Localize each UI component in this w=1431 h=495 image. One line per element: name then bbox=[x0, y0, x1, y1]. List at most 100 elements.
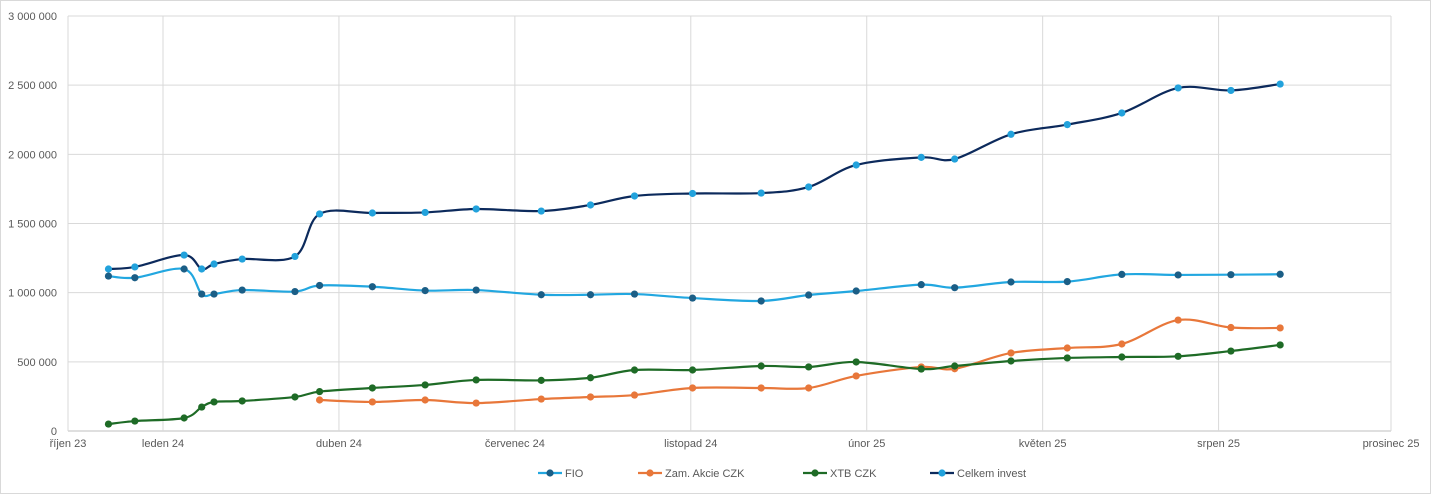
data-point bbox=[368, 398, 376, 406]
data-point bbox=[180, 251, 188, 259]
data-point bbox=[805, 363, 813, 371]
series-lines bbox=[104, 80, 1284, 428]
x-tick-label: červenec 24 bbox=[485, 438, 545, 450]
data-point bbox=[630, 290, 639, 298]
data-point bbox=[368, 283, 376, 291]
data-point bbox=[315, 387, 324, 396]
data-point bbox=[917, 153, 925, 161]
data-point bbox=[852, 287, 860, 295]
legend-marker-icon bbox=[546, 469, 554, 477]
data-point bbox=[1227, 86, 1235, 95]
data-point bbox=[1118, 340, 1126, 348]
series-celkem-invest bbox=[104, 80, 1284, 273]
data-point bbox=[1227, 323, 1235, 332]
data-point bbox=[805, 183, 813, 191]
data-point bbox=[805, 384, 813, 392]
data-point bbox=[757, 189, 765, 197]
data-point bbox=[198, 403, 206, 411]
data-point bbox=[852, 161, 860, 169]
data-point bbox=[1276, 80, 1284, 88]
x-tick-label: srpen 25 bbox=[1197, 438, 1240, 450]
data-point bbox=[917, 281, 925, 289]
data-point bbox=[537, 207, 545, 215]
data-point bbox=[1174, 271, 1182, 279]
data-point bbox=[421, 286, 429, 295]
x-tick-label: listopad 24 bbox=[664, 438, 717, 450]
data-point bbox=[1063, 354, 1071, 362]
data-point bbox=[210, 260, 218, 268]
legend-marker-icon bbox=[646, 469, 654, 477]
data-point bbox=[537, 395, 545, 403]
data-point bbox=[180, 265, 188, 273]
series-line bbox=[108, 82, 1281, 271]
data-point bbox=[210, 398, 218, 406]
data-point bbox=[852, 358, 860, 366]
data-point bbox=[688, 189, 697, 198]
data-point bbox=[630, 391, 639, 399]
legend-label: FIO bbox=[565, 468, 584, 480]
x-tick-label: duben 24 bbox=[316, 438, 362, 450]
data-point bbox=[1276, 324, 1284, 332]
data-point bbox=[472, 205, 480, 213]
legend-item: Zam. Akcie CZK bbox=[638, 468, 745, 480]
data-point bbox=[805, 291, 813, 299]
data-point bbox=[1007, 349, 1015, 357]
data-point bbox=[1063, 278, 1071, 286]
data-point bbox=[291, 252, 299, 261]
legend-label: Zam. Akcie CZK bbox=[665, 468, 745, 480]
data-point bbox=[1118, 353, 1126, 361]
data-point bbox=[180, 414, 188, 422]
series-xtb-czk bbox=[104, 341, 1284, 428]
x-tick-label: květen 25 bbox=[1019, 438, 1067, 450]
y-tick-label: 500 000 bbox=[17, 357, 57, 369]
data-point bbox=[368, 384, 376, 392]
data-point bbox=[757, 297, 765, 305]
y-tick-label: 1 500 000 bbox=[8, 219, 57, 231]
y-tick-label: 0 bbox=[51, 426, 57, 438]
data-point bbox=[537, 291, 545, 299]
data-point bbox=[951, 155, 959, 163]
legend-marker-icon bbox=[938, 469, 946, 477]
data-point bbox=[951, 284, 959, 292]
data-point bbox=[291, 393, 299, 401]
data-point bbox=[1227, 271, 1235, 279]
data-point bbox=[131, 274, 139, 282]
data-point bbox=[104, 420, 113, 428]
y-tick-label: 1 000 000 bbox=[8, 288, 57, 300]
data-point bbox=[472, 286, 480, 294]
data-point bbox=[104, 272, 113, 280]
series-line bbox=[319, 318, 1281, 405]
data-point bbox=[917, 365, 925, 373]
data-point bbox=[757, 384, 765, 392]
x-tick-label: říjen 23 bbox=[50, 438, 87, 450]
data-point bbox=[1007, 130, 1015, 138]
data-point bbox=[1118, 270, 1126, 279]
data-point bbox=[586, 201, 595, 209]
data-point bbox=[238, 286, 246, 294]
series-fio bbox=[104, 265, 1284, 305]
data-point bbox=[1276, 341, 1284, 349]
data-point bbox=[630, 192, 639, 200]
data-point bbox=[238, 397, 246, 405]
data-point bbox=[104, 265, 113, 273]
data-point bbox=[688, 384, 697, 392]
data-point bbox=[586, 393, 595, 401]
data-point bbox=[198, 265, 206, 273]
legend-label: Celkem invest bbox=[957, 468, 1026, 480]
y-tick-label: 2 500 000 bbox=[8, 80, 57, 92]
legend-item: Celkem invest bbox=[930, 468, 1026, 480]
data-point bbox=[630, 366, 639, 374]
data-point bbox=[688, 366, 697, 374]
x-tick-label: leden 24 bbox=[142, 438, 184, 450]
legend-label: XTB CZK bbox=[830, 468, 877, 480]
y-tick-label: 3 000 000 bbox=[8, 11, 57, 23]
data-point bbox=[1118, 109, 1126, 117]
data-point bbox=[472, 376, 480, 384]
data-point bbox=[586, 374, 595, 382]
x-tick-label: únor 25 bbox=[848, 438, 885, 450]
data-point bbox=[852, 372, 860, 380]
x-tick-label: prosinec 25 bbox=[1363, 438, 1420, 450]
data-point bbox=[1063, 120, 1071, 129]
data-point bbox=[131, 263, 139, 271]
